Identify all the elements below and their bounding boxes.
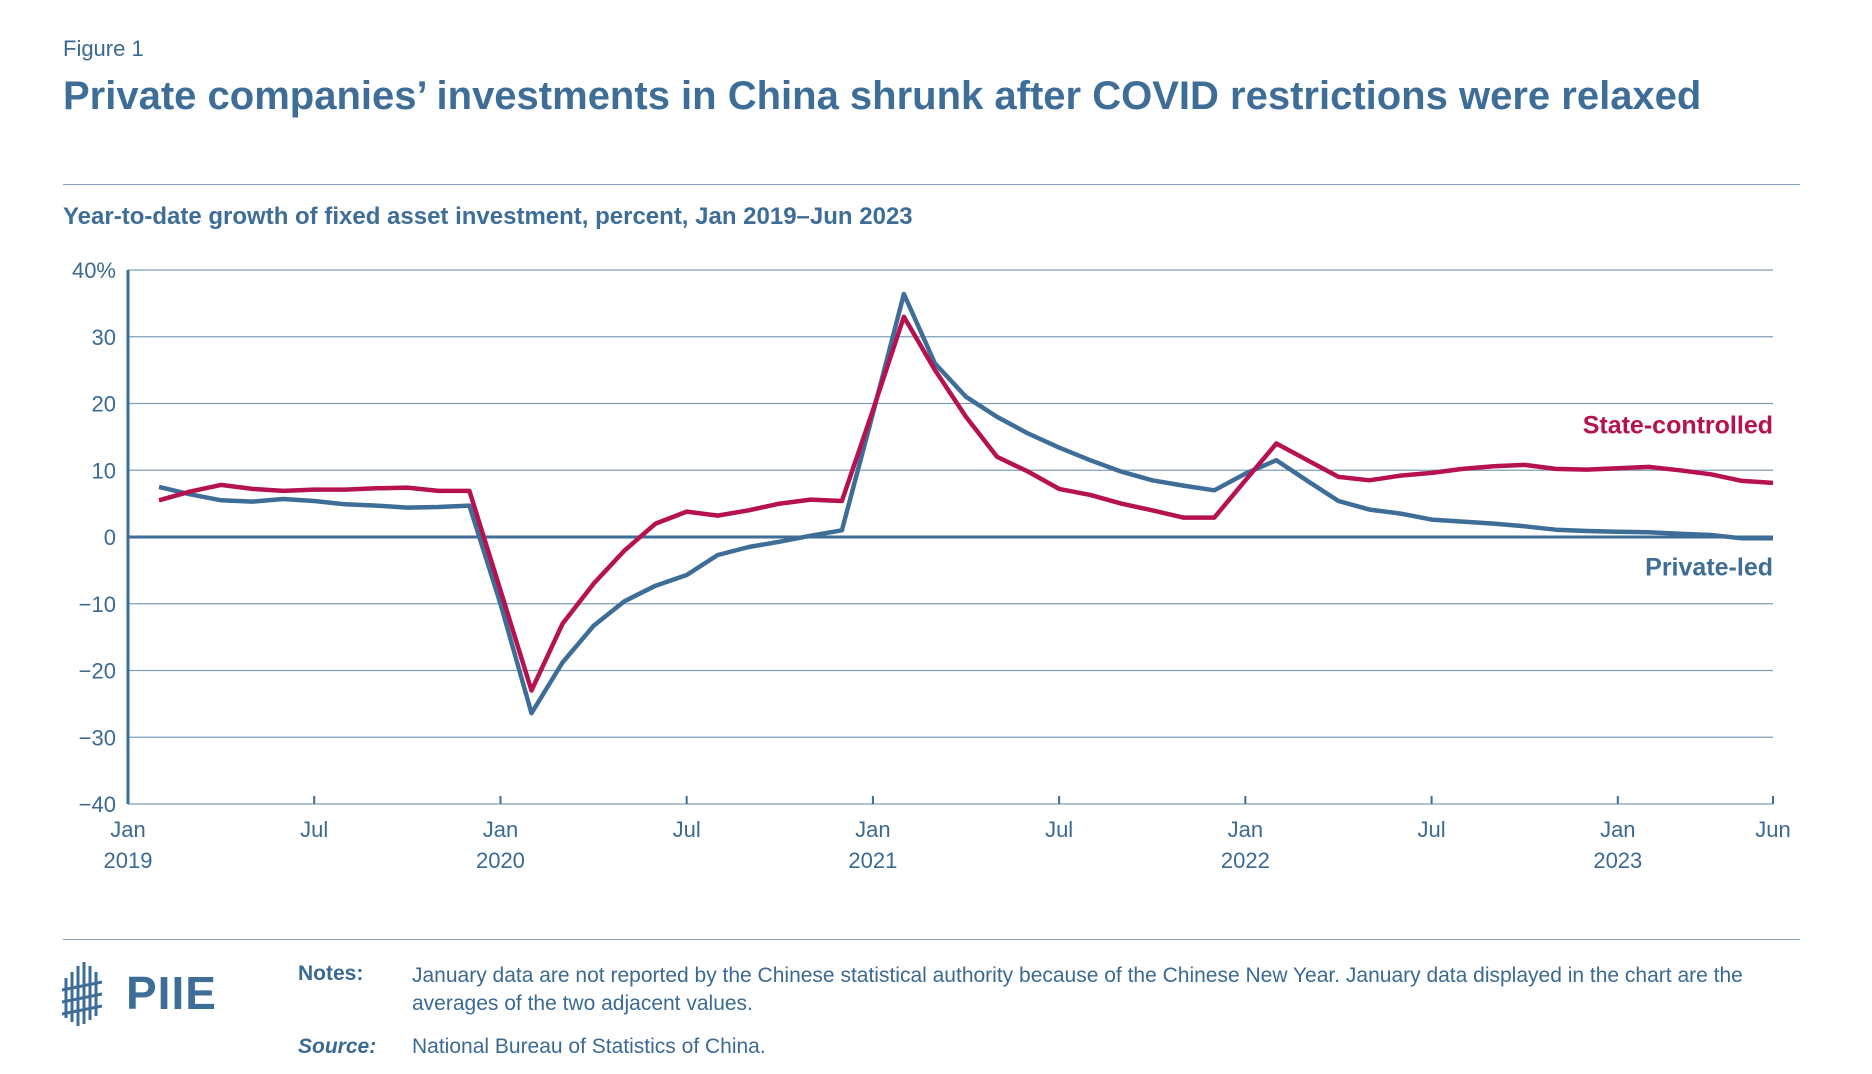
x-tick-label: Jan [110, 817, 145, 842]
y-tick-label: 30 [92, 325, 116, 350]
y-tick-label: −30 [79, 725, 116, 750]
x-tick-label: Jul [1045, 817, 1073, 842]
x-tick-label: Jan [1600, 817, 1635, 842]
figure-number: Figure 1 [63, 36, 144, 61]
y-tick-label: −20 [79, 659, 116, 684]
piie-logo-text: PIIE [126, 967, 217, 1019]
piie-logo-icon [62, 962, 103, 1026]
x-tick-year: 2020 [476, 848, 525, 873]
x-tick-label: Jun [1755, 817, 1790, 842]
series-label-private-led: Private-led [1645, 554, 1773, 582]
y-tick-label: 0 [104, 525, 116, 550]
x-tick-year: 2023 [1593, 848, 1642, 873]
x-tick-label: Jul [673, 817, 701, 842]
series-lines [158, 291, 1774, 716]
x-tick-label: Jan [855, 817, 890, 842]
notes-text: January data are not reported by the Chi… [412, 964, 1743, 1015]
chart-title: Private companies’ investments in China … [63, 74, 1702, 118]
x-tick-label: Jul [1418, 817, 1446, 842]
chart-subtitle: Year-to-date growth of fixed asset inves… [63, 203, 913, 230]
series-label-state-controlled: State-controlled [1583, 412, 1773, 440]
title-divider [63, 184, 1800, 185]
x-tick-label: Jan [1228, 817, 1263, 842]
x-tick-label: Jan [483, 817, 518, 842]
footer-divider [63, 939, 1800, 940]
notes-label: Notes: [298, 962, 364, 985]
y-tick-label: −10 [79, 592, 116, 617]
axes [126, 270, 1774, 804]
series-line-state-controlled [158, 314, 1774, 693]
y-tick-label: −40 [79, 792, 116, 817]
series-line-private-led [158, 291, 1773, 716]
x-tick-year: 2019 [104, 848, 153, 873]
y-tick-label: 10 [92, 458, 116, 483]
x-tick-year: 2021 [848, 848, 897, 873]
source-label: Source: [298, 1035, 377, 1058]
x-tick-year: 2022 [1221, 848, 1270, 873]
x-tick-label: Jul [300, 817, 328, 842]
gridlines [128, 269, 1773, 805]
y-tick-label: 40% [72, 258, 116, 283]
source-text: National Bureau of Statistics of China. [412, 1035, 766, 1058]
y-tick-label: 20 [92, 392, 116, 417]
